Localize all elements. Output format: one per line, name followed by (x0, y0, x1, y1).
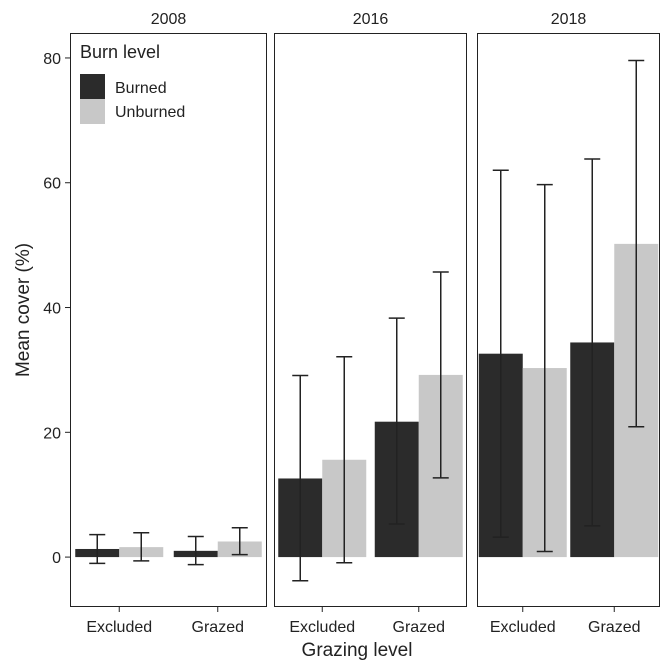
y-tick-label: 80 (43, 51, 61, 68)
x-tick-label: Excluded (490, 619, 556, 636)
x-tick-label: Grazed (393, 619, 445, 636)
legend-label-burned: Burned (115, 80, 167, 97)
y-tick-label: 40 (43, 301, 61, 318)
y-axis: 0 20 40 60 80 (43, 51, 70, 567)
x-axis-title: Grazing level (302, 640, 413, 660)
panel-2018: 2018 Excluded Grazed (477, 11, 660, 636)
error-bar (231, 527, 248, 556)
x-tick-label: Excluded (86, 619, 152, 636)
error-bar (89, 533, 106, 565)
y-tick-label: 20 (43, 425, 61, 442)
y-axis-title: Mean cover (%) (13, 243, 34, 377)
legend-title: Burn level (80, 42, 160, 62)
y-tick-label: 60 (43, 176, 61, 193)
error-bar (492, 169, 509, 538)
y-tick-label: 0 (52, 550, 61, 567)
x-tick-label: Grazed (192, 619, 244, 636)
error-bar (388, 317, 405, 525)
x-tick-label: Excluded (289, 619, 355, 636)
error-bar (584, 158, 601, 527)
panel-border (70, 33, 267, 607)
error-bar (628, 59, 645, 428)
error-bar (336, 356, 353, 564)
error-bar (432, 271, 449, 479)
error-bar (292, 374, 309, 582)
panel-border (274, 33, 467, 607)
error-bar (187, 535, 204, 566)
x-tick-label: Grazed (588, 619, 640, 636)
facet-label: 2016 (353, 11, 389, 28)
legend-swatch-burned (80, 74, 105, 99)
panel-2016: 2016 Excluded Grazed (274, 11, 467, 636)
facet-label: 2008 (151, 11, 187, 28)
error-bar (536, 183, 553, 553)
legend-label-unburned: Unburned (115, 104, 185, 121)
error-bar (133, 532, 150, 562)
facet-label: 2018 (551, 11, 587, 28)
legend: Burn level Burned Unburned (80, 42, 185, 124)
panel-2008: 2008 Excluded Grazed (70, 11, 267, 636)
legend-swatch-unburned (80, 99, 105, 124)
